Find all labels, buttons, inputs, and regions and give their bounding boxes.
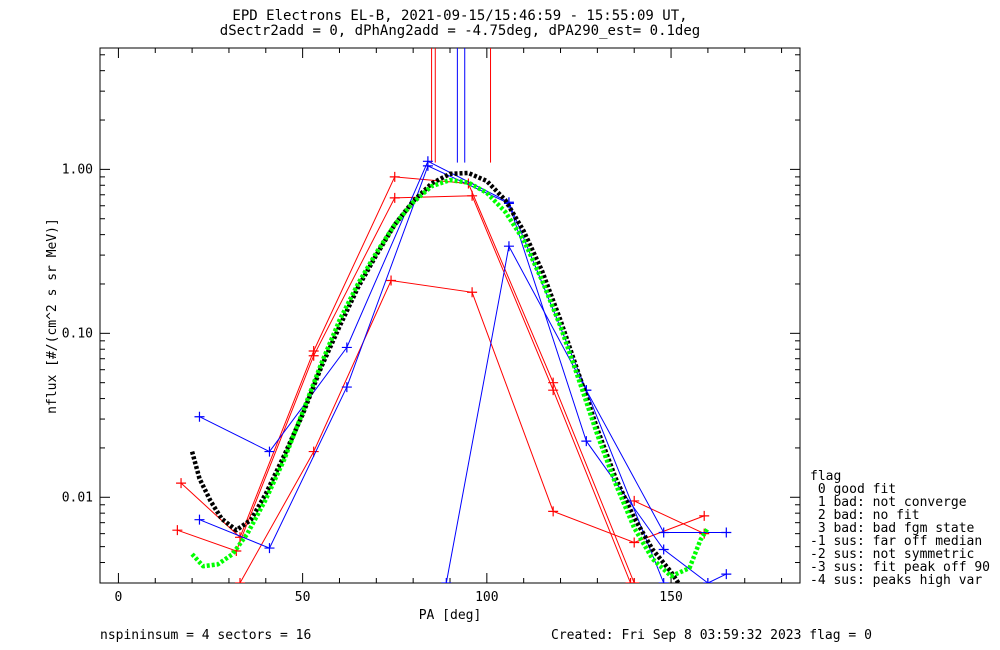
data-point-marker: [699, 510, 710, 521]
data-point-marker: [308, 446, 319, 457]
chart-title-line1: EPD Electrons EL-B, 2021-09-15/15:46:59 …: [232, 8, 688, 24]
flag-legend-item: 2 bad: no fit: [810, 508, 920, 523]
data-point-marker: [658, 578, 669, 583]
flag-legend-item: -3 sus: fit peak off 90: [810, 560, 991, 575]
data-point-marker: [629, 578, 640, 583]
y-tick-label: 0.10: [62, 326, 93, 341]
data-point-marker: [625, 578, 636, 583]
data-point-marker: [658, 544, 669, 555]
data-point-marker: [702, 578, 713, 583]
data-series-line: [199, 160, 727, 533]
data-point-marker: [548, 506, 559, 517]
footer-created: Created: Fri Sep 8 03:59:32 2023 flag = …: [551, 628, 872, 643]
flag-legend-item: -1 sus: far off median: [810, 534, 983, 549]
data-series-line: [633, 500, 705, 535]
data-point-marker: [721, 569, 732, 580]
data-point-marker: [341, 382, 352, 393]
data-point-marker: [194, 514, 205, 525]
flag-legend: flag 0 good fit 1 bad: not converge 2 ba…: [810, 470, 990, 587]
data-point-marker: [341, 342, 352, 353]
data-point-marker: [467, 287, 478, 298]
x-tick-label: 50: [295, 590, 311, 605]
data-series-line: [445, 244, 665, 583]
data-point-marker: [389, 192, 400, 203]
data-point-marker: [503, 241, 514, 252]
x-tick-label: 150: [659, 590, 682, 605]
data-point-marker: [658, 527, 669, 538]
flag-legend-item: -4 sus: peaks high var: [810, 573, 983, 588]
plot-frame: [99, 47, 801, 584]
data-point-marker: [194, 411, 205, 422]
fit-curve-green: [190, 177, 710, 579]
y-tick-label: 1.00: [62, 162, 93, 177]
flag-legend-item: 3 bad: bad fgm state: [810, 521, 975, 536]
flag-legend-title: flag: [810, 469, 842, 484]
data-point-marker: [629, 537, 640, 548]
data-point-marker: [264, 446, 275, 457]
x-axis-label: PA [deg]: [419, 608, 482, 623]
data-point-marker: [441, 578, 452, 583]
data-point-marker: [264, 543, 275, 554]
data-point-marker: [467, 190, 478, 201]
footer-settings: nspininsum = 4 sectors = 16: [100, 628, 312, 643]
data-point-marker: [172, 525, 183, 536]
data-point-marker: [235, 578, 245, 583]
y-axis-label: nflux [#/(cm^2 s sr MeV)]: [45, 218, 60, 414]
flag-legend-item: 0 good fit: [810, 482, 897, 497]
data-point-marker: [389, 171, 400, 182]
data-point-marker: [548, 385, 559, 396]
data-point-marker: [422, 160, 433, 171]
data-point-marker: [308, 350, 319, 361]
data-series-line: [199, 165, 727, 583]
data-point-marker: [581, 436, 592, 447]
flag-legend-item: 1 bad: not converge: [810, 495, 967, 510]
flag-legend-item: -2 sus: not symmetric: [810, 547, 975, 562]
x-tick-label: 100: [475, 590, 498, 605]
data-point-marker: [721, 527, 732, 538]
y-tick-label: 0.01: [62, 490, 93, 505]
x-tick-label: 0: [115, 590, 123, 605]
data-point-marker: [386, 275, 397, 286]
data-point-marker: [176, 478, 187, 489]
chart-title-line2: dSectr2add = 0, dPhAng2add = -4.75deg, d…: [219, 23, 701, 39]
